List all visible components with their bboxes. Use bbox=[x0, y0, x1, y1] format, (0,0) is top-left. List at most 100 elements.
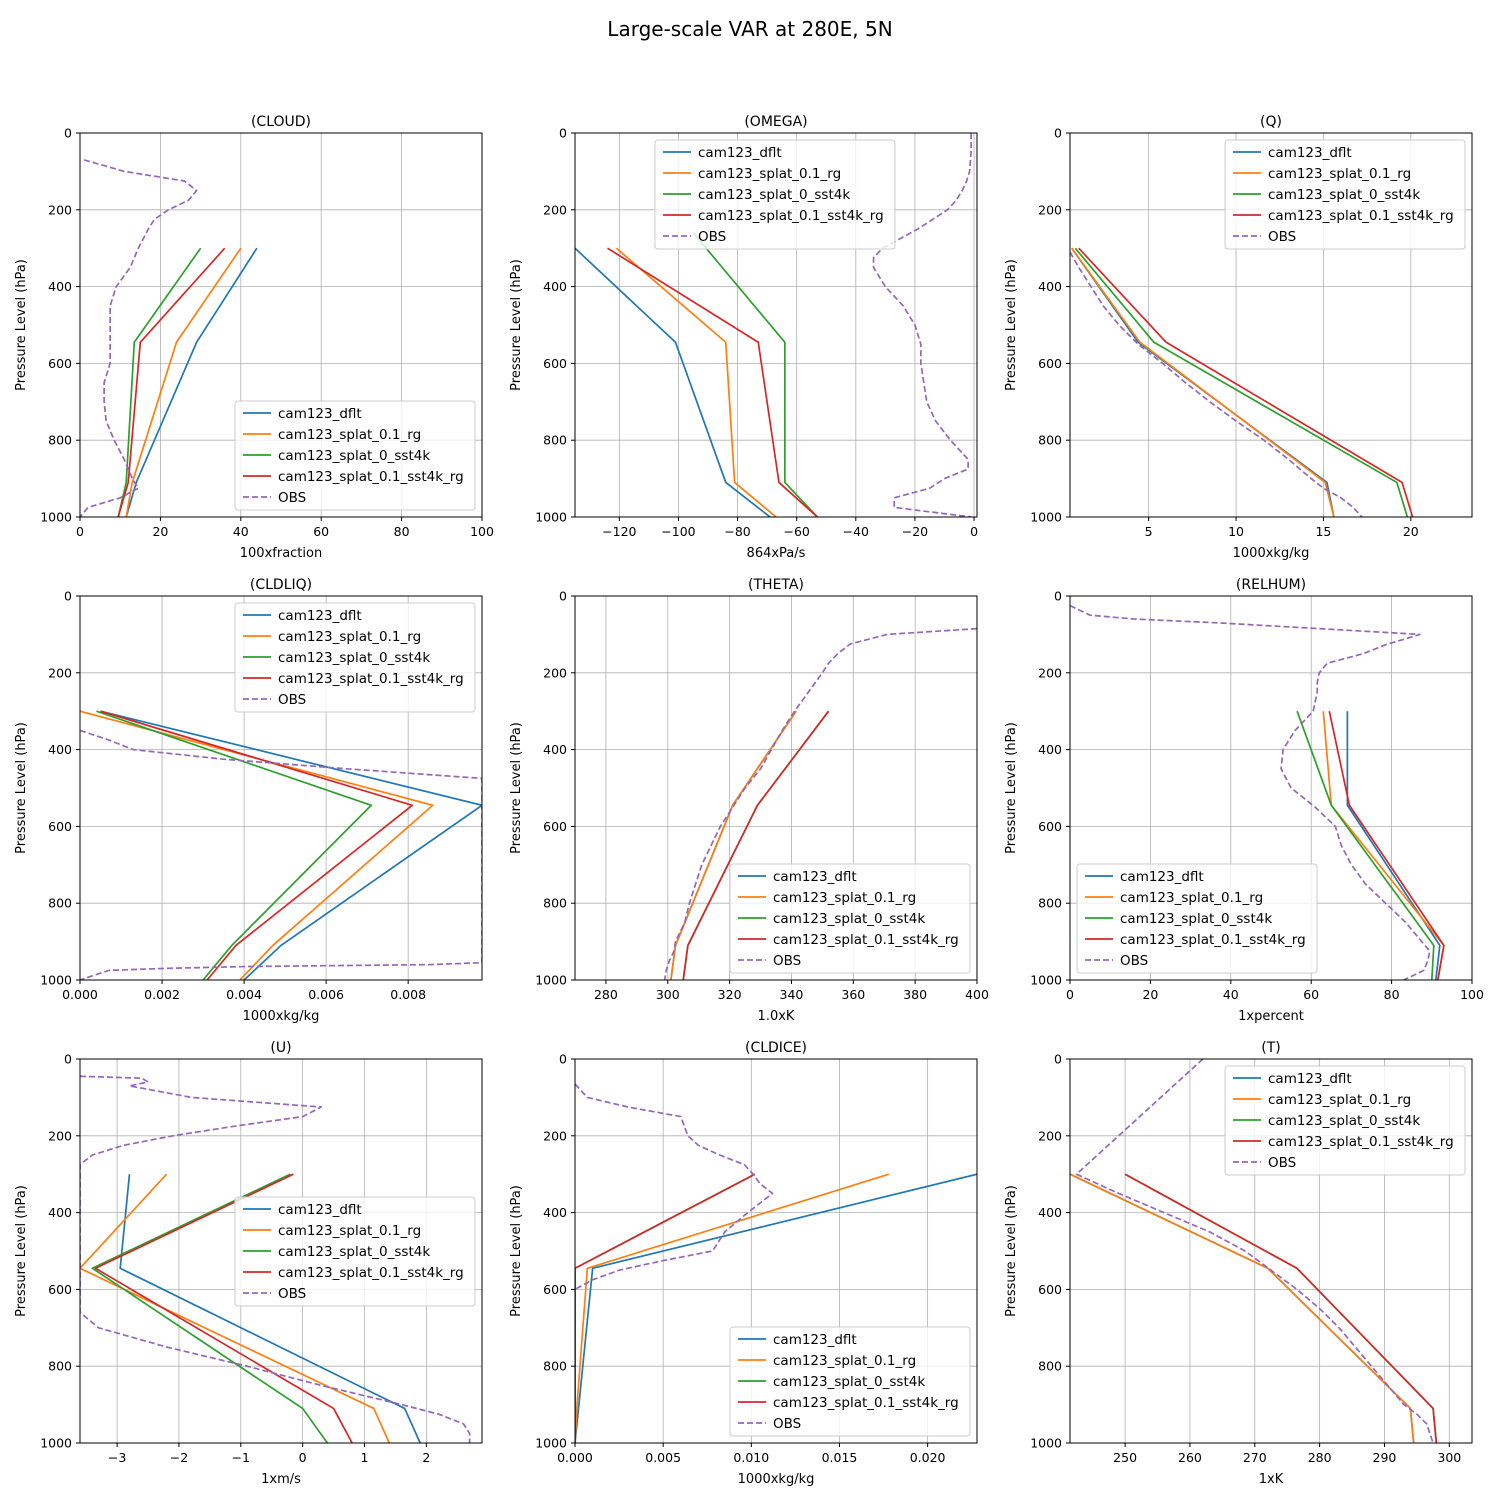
y-tick-label: 1000 bbox=[1030, 510, 1062, 525]
x-axis-label: 1xK bbox=[1259, 1472, 1284, 1487]
series-line-cam123-dflt bbox=[100, 710, 482, 980]
y-tick-label: 800 bbox=[543, 896, 567, 911]
legend-entry: cam123_dflt bbox=[1120, 869, 1204, 885]
x-tick-label: 20 bbox=[1142, 987, 1158, 1002]
axes-frame bbox=[1069, 595, 1473, 981]
panel-title: (CLOUD) bbox=[251, 114, 311, 130]
legend-entry: OBS bbox=[278, 1286, 306, 1302]
y-tick-label: 0 bbox=[559, 126, 567, 141]
y-tick-label: 200 bbox=[1038, 1128, 1062, 1143]
x-tick-label: −3 bbox=[108, 1450, 126, 1465]
x-tick-label: 60 bbox=[1303, 987, 1319, 1002]
y-axis-label: Pressure Level (hPa) bbox=[1004, 259, 1019, 391]
series-line-cam123-splat-0-sst4k bbox=[1124, 1173, 1438, 1443]
y-tick-label: 200 bbox=[1038, 202, 1062, 217]
y-axis-label: Pressure Level (hPa) bbox=[509, 1185, 524, 1317]
x-tick-label: −60 bbox=[783, 524, 809, 539]
axes-frame bbox=[79, 1058, 483, 1444]
legend-entry: cam123_splat_0.1_rg bbox=[278, 427, 421, 443]
y-tick-label: 1000 bbox=[535, 973, 567, 988]
y-tick-label: 0 bbox=[64, 589, 72, 604]
x-axis-label: 1000xkg/kg bbox=[738, 1472, 815, 1487]
x-tick-label: 0.005 bbox=[645, 1450, 681, 1465]
x-tick-label: 340 bbox=[780, 987, 804, 1002]
y-tick-label: 400 bbox=[48, 1205, 72, 1220]
y-tick-label: 400 bbox=[48, 742, 72, 757]
x-tick-label: 100 bbox=[470, 524, 494, 539]
panel-title: (OMEGA) bbox=[744, 114, 807, 130]
x-tick-label: 1 bbox=[361, 1450, 369, 1465]
series-line-obs bbox=[575, 1083, 774, 1291]
x-tick-label: −100 bbox=[661, 524, 695, 539]
x-axis-label: 1000xkg/kg bbox=[243, 1009, 320, 1024]
x-tick-label: 2 bbox=[422, 1450, 430, 1465]
series-line-cam123-splat-0-sst4k bbox=[1296, 710, 1435, 980]
series-line-cam123-splat-0-1-rg bbox=[615, 247, 777, 517]
legend: cam123_dflt cam123_splat_0.1_rg cam123_spl… bbox=[234, 1196, 476, 1307]
axes-frame bbox=[1069, 132, 1473, 518]
legend-entry: cam123_splat_0.1_sst4k_rg bbox=[773, 932, 959, 948]
y-tick-label: 800 bbox=[48, 1359, 72, 1374]
legend-entry: cam123_dflt bbox=[698, 145, 782, 161]
x-tick-label: 0.000 bbox=[557, 1450, 593, 1465]
x-tick-label: −20 bbox=[902, 524, 928, 539]
y-tick-label: 200 bbox=[543, 1128, 567, 1143]
legend-entry: cam123_splat_0.1_sst4k_rg bbox=[698, 208, 884, 224]
legend-entry: cam123_splat_0_sst4k bbox=[1120, 911, 1272, 927]
series-line-cam123-dflt bbox=[575, 247, 771, 517]
legend-entry: cam123_dflt bbox=[278, 406, 362, 422]
x-tick-label: 300 bbox=[1437, 1450, 1461, 1465]
legend-entry: cam123_dflt bbox=[773, 869, 857, 885]
axes-frame bbox=[79, 595, 483, 981]
series-line-cam123-dflt bbox=[119, 1174, 421, 1443]
legend: cam123_dflt cam123_splat_0.1_rg cam123_spl… bbox=[1076, 863, 1318, 974]
axes-frame bbox=[574, 595, 978, 981]
y-axis-label: Pressure Level (hPa) bbox=[14, 259, 29, 391]
y-tick-label: 0 bbox=[64, 1052, 72, 1067]
panel-u: −3 −2 −1 0 1 2 0 200 400 600 800 1000 (U) 1xm/s Pressu… bbox=[14, 1040, 483, 1487]
series-line-cam123-splat-0-1-rg bbox=[1070, 1173, 1415, 1443]
y-tick-label: 800 bbox=[1038, 1359, 1062, 1374]
y-tick-label: 400 bbox=[1038, 742, 1062, 757]
series-line-obs bbox=[663, 627, 977, 980]
axes-frame bbox=[574, 132, 978, 518]
series-line-obs bbox=[1075, 1059, 1434, 1443]
x-tick-label: 270 bbox=[1243, 1450, 1267, 1465]
x-tick-label: 80 bbox=[394, 524, 410, 539]
panel-t: 250 260 270 280 290 300 0 200 400 600 800 1000 (T) 1x… bbox=[1004, 1040, 1473, 1487]
y-tick-label: 200 bbox=[48, 1128, 72, 1143]
series-line-cam123-splat-0-1-sst4k-rg bbox=[607, 247, 818, 517]
x-axis-label: 1.0xK bbox=[758, 1009, 795, 1024]
legend-entry: OBS bbox=[773, 953, 801, 969]
legend-entry: cam123_dflt bbox=[1268, 1071, 1352, 1087]
x-tick-label: 0.010 bbox=[733, 1450, 769, 1465]
x-tick-label: 0 bbox=[970, 524, 978, 539]
legend-entry: cam123_splat_0.1_sst4k_rg bbox=[278, 671, 464, 687]
x-tick-label: 260 bbox=[1178, 1450, 1202, 1465]
y-tick-label: 600 bbox=[48, 819, 72, 834]
x-tick-label: 0.006 bbox=[308, 987, 344, 1002]
legend-entry: cam123_splat_0.1_rg bbox=[698, 166, 841, 182]
series-line-obs bbox=[1070, 604, 1431, 980]
x-tick-label: −2 bbox=[170, 1450, 188, 1465]
x-tick-label: 20 bbox=[152, 524, 168, 539]
y-tick-label: 200 bbox=[543, 202, 567, 217]
x-tick-label: 20 bbox=[1403, 524, 1419, 539]
x-tick-label: 0.000 bbox=[62, 987, 98, 1002]
panel-title: (THETA) bbox=[748, 577, 804, 593]
series-line-obs bbox=[872, 133, 972, 517]
x-tick-label: 280 bbox=[594, 987, 618, 1002]
series-line-cam123-splat-0-1-rg bbox=[125, 247, 242, 517]
y-tick-label: 400 bbox=[543, 279, 567, 294]
legend-entry: OBS bbox=[698, 229, 726, 245]
legend-entry: cam123_splat_0.1_rg bbox=[278, 1223, 421, 1239]
legend: cam123_dflt cam123_splat_0.1_rg cam123_spl… bbox=[1224, 1065, 1466, 1176]
y-tick-label: 800 bbox=[1038, 433, 1062, 448]
x-tick-label: −120 bbox=[602, 524, 636, 539]
x-tick-label: 40 bbox=[1223, 987, 1239, 1002]
y-tick-label: 800 bbox=[543, 433, 567, 448]
legend-entry: cam123_splat_0.1_sst4k_rg bbox=[1120, 932, 1306, 948]
x-tick-label: 5 bbox=[1145, 524, 1153, 539]
x-tick-label: 80 bbox=[1384, 987, 1400, 1002]
legend-entry: cam123_splat_0_sst4k bbox=[1268, 187, 1420, 203]
